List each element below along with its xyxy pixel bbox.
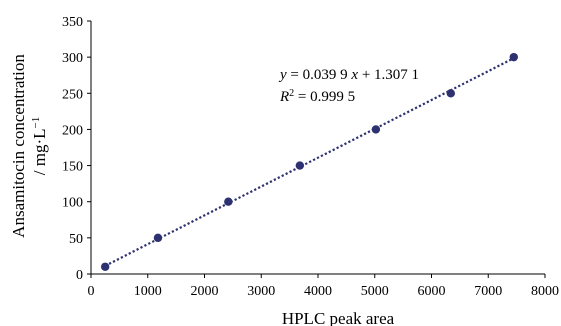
x-tick-label: 3000 bbox=[247, 284, 275, 299]
x-tick-label: 2000 bbox=[191, 284, 219, 299]
data-points bbox=[100, 52, 518, 271]
y-axis-unit: / mg·L bbox=[30, 128, 49, 175]
regression-equation: y = 0.039 9 x + 1.307 1 bbox=[278, 67, 419, 83]
tick-labels: 0 50 100 150 200 250 300 350 0 1000 2000 3000 4000 50… bbox=[62, 15, 559, 299]
y-tick-label: 0 bbox=[76, 268, 83, 283]
y-axis-unit-exponent: −1 bbox=[30, 117, 42, 129]
x-tick-label: 7000 bbox=[474, 284, 502, 299]
data-point bbox=[295, 161, 305, 170]
r-squared-value: = 0.999 5 bbox=[294, 89, 355, 105]
r-squared-base: R bbox=[279, 89, 289, 105]
data-point bbox=[153, 233, 163, 243]
r-squared-exponent: 2 bbox=[289, 88, 294, 99]
equation-y-var: y bbox=[278, 67, 287, 83]
equation-x-var: x bbox=[350, 67, 358, 83]
x-tick-label: 6000 bbox=[418, 284, 446, 299]
data-point bbox=[100, 262, 110, 271]
data-point bbox=[371, 125, 381, 134]
trendline bbox=[104, 57, 515, 267]
x-tick-label: 5000 bbox=[361, 284, 389, 299]
axes bbox=[87, 20, 546, 278]
x-tick-label: 8000 bbox=[531, 284, 559, 299]
y-tick-label: 100 bbox=[62, 196, 83, 211]
r-squared-label: R2 = 0.999 5 bbox=[279, 88, 355, 106]
y-tick-label: 50 bbox=[69, 232, 83, 247]
data-point bbox=[224, 197, 233, 206]
data-point bbox=[509, 52, 518, 62]
y-tick-label: 300 bbox=[62, 51, 83, 66]
y-tick-label: 150 bbox=[62, 160, 83, 175]
x-tick-label: 1000 bbox=[134, 284, 162, 299]
y-tick-label: 250 bbox=[62, 87, 83, 102]
equation-tail: + 1.307 1 bbox=[358, 67, 419, 83]
x-tick-label: 4000 bbox=[304, 284, 332, 299]
y-tick-label: 350 bbox=[62, 15, 83, 30]
data-point bbox=[446, 89, 455, 98]
y-axis-title: Ansamitocin concentration / mg·L−1 bbox=[9, 54, 49, 238]
equation-middle: = 0.039 9 bbox=[287, 67, 352, 83]
y-tick-label: 200 bbox=[62, 123, 83, 138]
x-tick-label: 0 bbox=[88, 284, 95, 299]
x-axis-title: HPLC peak area bbox=[282, 309, 395, 326]
y-axis-title-line2: / mg·L−1 bbox=[30, 117, 49, 175]
y-axis-title-line1: Ansamitocin concentration bbox=[9, 54, 28, 238]
